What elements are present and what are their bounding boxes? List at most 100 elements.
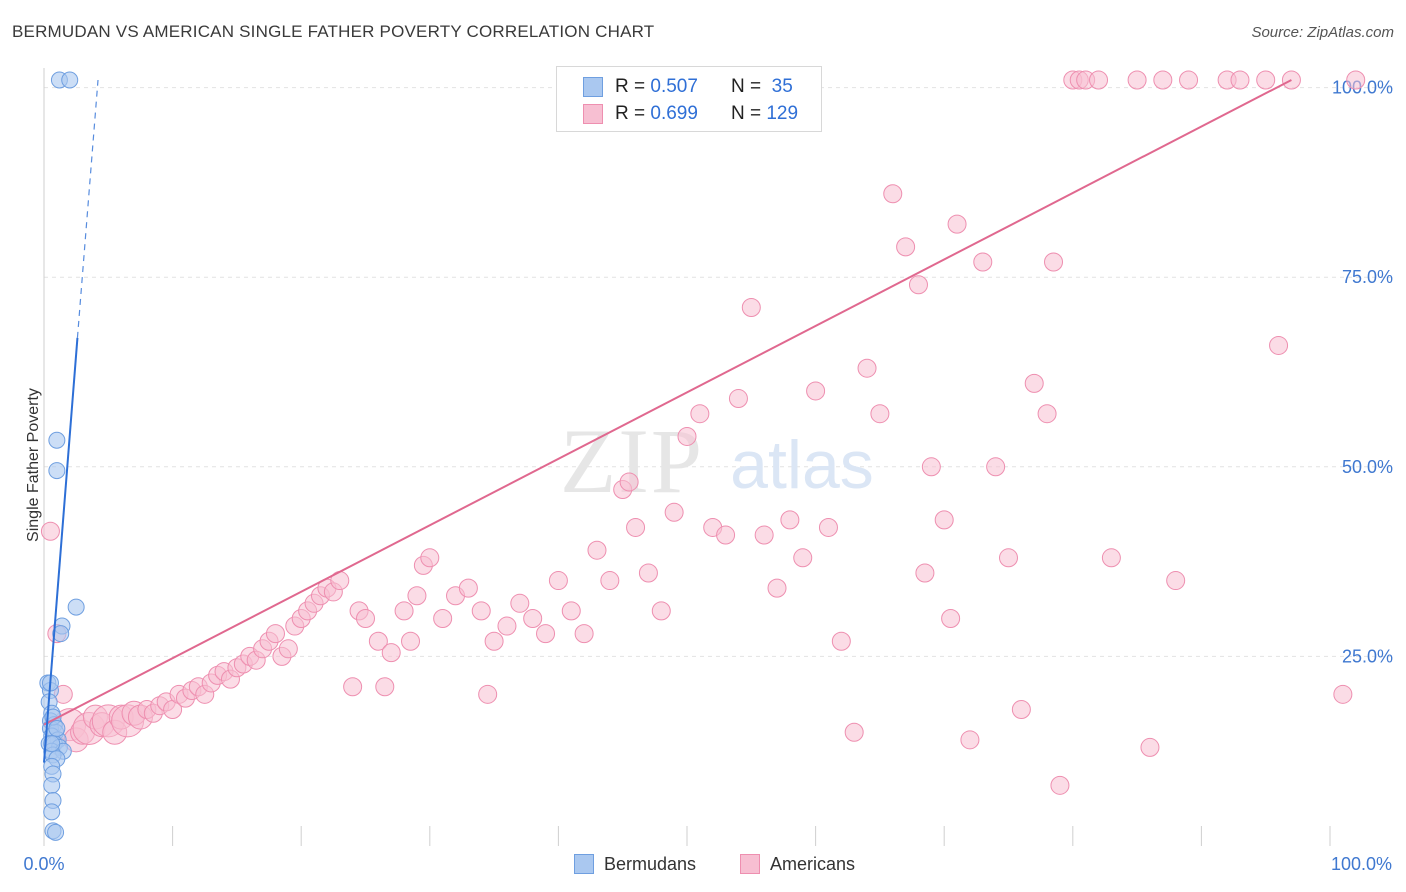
americans-point: [986, 457, 1006, 477]
americans-point: [638, 563, 658, 583]
americans-point: [908, 275, 928, 295]
americans-point: [690, 404, 710, 424]
americans-point: [561, 601, 581, 621]
americans-point: [1037, 404, 1057, 424]
americans-point: [420, 548, 440, 568]
americans-point: [471, 601, 491, 621]
americans-point: [523, 608, 543, 628]
americans-point: [664, 502, 684, 522]
bermudans-point: [48, 431, 66, 449]
x-tick-labels: 0.0% 100.0%: [23, 854, 1392, 874]
americans-point: [619, 472, 639, 492]
americans-point: [278, 639, 298, 659]
americans-point: [793, 548, 813, 568]
americans-point: [870, 404, 890, 424]
americans-point: [883, 184, 903, 204]
americans-point: [1269, 335, 1289, 355]
americans-point: [677, 426, 697, 446]
americans-point: [1044, 252, 1064, 272]
legend-n-label: N =: [730, 76, 762, 97]
americans-point: [343, 677, 363, 697]
americans-point: [433, 608, 453, 628]
americans-point: [806, 381, 826, 401]
americans-point: [600, 571, 620, 591]
americans-point: [780, 510, 800, 530]
bottom-legend-americans[interactable]: Americans: [740, 852, 855, 876]
legend-n-value: 129: [766, 103, 799, 124]
americans-point: [375, 677, 395, 697]
x-tick-label: 0.0%: [23, 854, 64, 874]
americans-point: [934, 510, 954, 530]
y-tick-label: 25.0%: [1342, 646, 1393, 666]
americans-point: [1127, 70, 1147, 90]
americans-point: [754, 525, 774, 545]
bermudans-point: [52, 625, 70, 643]
x-tick-label: 100.0%: [1331, 854, 1392, 874]
americans-point: [626, 517, 646, 537]
legend-swatch-bermudans: [583, 77, 603, 97]
source-label: Source: ZipAtlas.com: [1251, 24, 1394, 41]
bottom-legend-label-americans: Americans: [770, 853, 856, 874]
trend-lines: [43, 79, 1292, 763]
bermudans-trend-extension: [76, 79, 99, 338]
americans-point: [484, 631, 504, 651]
americans-point: [265, 624, 285, 644]
y-tick-label: 50.0%: [1342, 457, 1393, 477]
bermudans-point: [47, 823, 65, 841]
americans-point: [458, 578, 478, 598]
bermudans-point: [67, 598, 85, 616]
bermudans-point: [48, 462, 66, 480]
chart-title: BERMUDAN VS AMERICAN SINGLE FATHER POVER…: [12, 22, 655, 41]
americans-point: [407, 586, 427, 606]
americans-point: [1166, 571, 1186, 591]
americans-point: [368, 631, 388, 651]
americans-point: [1230, 70, 1250, 90]
americans-point: [1101, 548, 1121, 568]
americans-point: [478, 684, 498, 704]
americans-point: [510, 593, 530, 613]
bottom-legend-bermudans[interactable]: Bermudans: [574, 852, 696, 876]
americans-point: [536, 624, 556, 644]
legend-r-value: 0.699: [650, 103, 698, 124]
americans-point: [1179, 70, 1199, 90]
americans-point: [941, 608, 961, 628]
americans-point: [401, 631, 421, 651]
americans-point: [548, 571, 568, 591]
americans-point: [497, 616, 517, 636]
legend-r-label: R =: [615, 76, 646, 97]
americans-trend-line: [43, 79, 1292, 726]
americans-point: [356, 608, 375, 628]
y-tick-labels: 25.0%50.0%75.0%100.0%: [1332, 78, 1393, 667]
americans-point: [651, 601, 671, 621]
legend-r-label: R =: [615, 103, 646, 124]
legend-box: R = 0.507 N = 35 R = 0.699 N = 129: [556, 66, 822, 132]
legend-r-value: 0.507: [650, 76, 698, 97]
watermark-zip: ZIP: [560, 410, 704, 512]
bermudans-point: [43, 735, 61, 753]
americans-point: [1153, 70, 1173, 90]
americans-points: [40, 70, 1366, 795]
legend-n-label: N =: [730, 103, 762, 124]
americans-point: [1256, 70, 1276, 90]
americans-point: [896, 237, 916, 257]
americans-point: [1089, 70, 1109, 90]
legend-n-value: 35: [771, 76, 793, 97]
americans-point: [818, 517, 838, 537]
americans-point: [844, 722, 864, 742]
gridlines: [44, 87, 1392, 657]
bottom-legend-swatch-bermudans: [574, 854, 594, 874]
americans-point: [40, 521, 60, 541]
bermudans-trend-line: [43, 337, 79, 763]
americans-point: [1333, 684, 1353, 704]
americans-point: [999, 548, 1018, 568]
americans-point: [1024, 373, 1044, 393]
americans-point: [741, 298, 761, 318]
legend-row-americans: R = 0.699 N = 129: [583, 102, 798, 126]
americans-point: [716, 525, 736, 545]
y-tick-label: 75.0%: [1342, 267, 1393, 287]
americans-point: [728, 389, 748, 409]
americans-point: [831, 631, 851, 651]
bermudans-point: [48, 719, 66, 737]
americans-point: [960, 730, 980, 750]
americans-point: [1140, 737, 1160, 757]
